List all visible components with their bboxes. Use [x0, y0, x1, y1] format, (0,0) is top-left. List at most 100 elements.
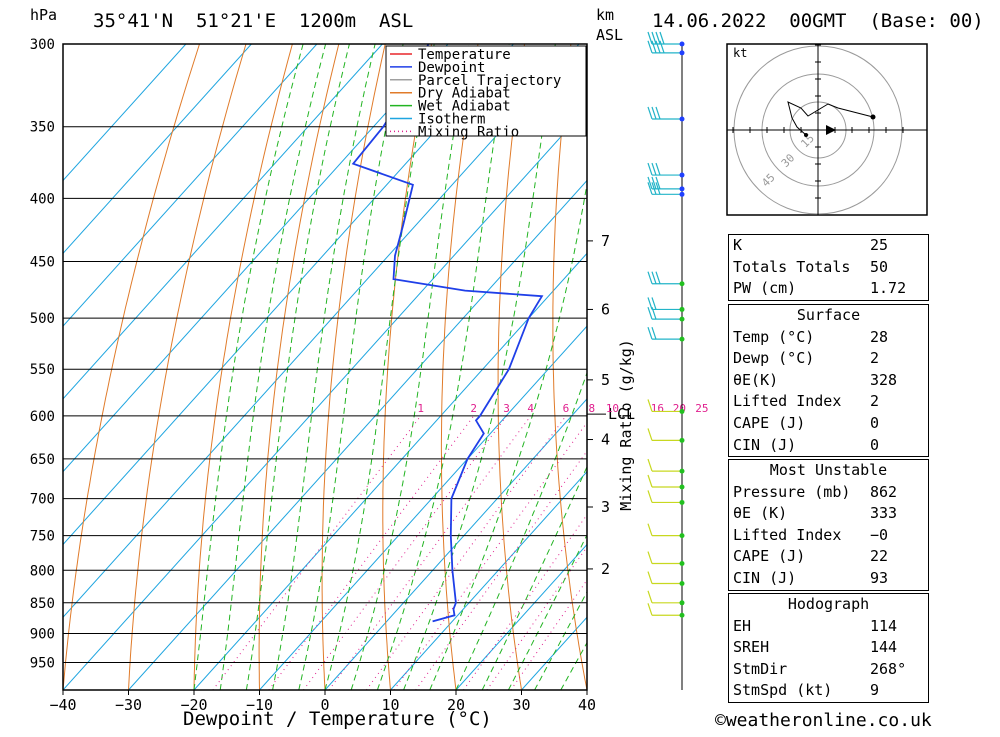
stmdir-label: StmDir	[733, 659, 787, 681]
surface-cin-label: CIN (J)	[733, 435, 796, 457]
x-axis-title: Dewpoint / Temperature (°C)	[183, 708, 492, 730]
pw-row: PW (cm)1.72	[729, 278, 928, 300]
wind-level-dot	[680, 192, 685, 197]
mixing-ratio-label: 8	[589, 402, 596, 415]
wind-level-dot	[680, 116, 685, 121]
most-unstable-table: Most Unstable Pressure (mb)862 θE (K)333…	[728, 459, 929, 591]
height-tick-label: 5	[601, 371, 610, 389]
pressure-tick-label: 850	[30, 596, 55, 612]
most-unstable-title: Most Unstable	[729, 460, 928, 482]
wind-level-dot	[680, 307, 685, 312]
stmdir-value: 268°	[870, 659, 924, 681]
surface-li-label: Lifted Index	[733, 391, 841, 413]
eh-label: EH	[733, 616, 751, 638]
mixing-ratio-label: 3	[503, 402, 510, 415]
pressure-tick-label: 450	[30, 255, 55, 271]
most-unstable-row: CAPE (J)22	[729, 546, 928, 568]
wind-level-dot	[680, 337, 685, 342]
mixing-ratio-label: 25	[695, 402, 708, 415]
surface-temp-label: Temp (°C)	[733, 327, 814, 349]
pressure-tick-label: 600	[30, 409, 55, 425]
surface-cape-value: 0	[870, 413, 924, 435]
pressure-tick-label: 750	[30, 529, 55, 545]
hodograph-table: Hodograph EH 114 SREH 144 StmDir 268° StmSp…	[728, 593, 929, 703]
pressure-tick-label: 950	[30, 655, 55, 671]
totals-totals-label: Totals Totals	[733, 257, 850, 279]
mu-cape-label: CAPE (J)	[733, 546, 805, 568]
wind-level-dot	[680, 438, 685, 443]
wind-level-dot	[680, 613, 685, 618]
totals-totals-row: Totals Totals 50	[729, 257, 928, 279]
mixing-ratio-label: 1	[417, 402, 424, 415]
mu-thetae-label: θE (K)	[733, 503, 787, 525]
hodograph-end-marker	[871, 115, 876, 120]
surface-row: θE(K)328	[729, 370, 928, 392]
surface-cin-value: 0	[870, 435, 924, 457]
hodograph-row: EH 114	[729, 616, 928, 638]
most-unstable-row: CIN (J)93	[729, 568, 928, 590]
mixing-ratio-label: 4	[527, 402, 534, 415]
wind-level-dot	[680, 409, 685, 414]
hodograph-row: StmDir 268°	[729, 659, 928, 681]
hodograph-title: Hodograph	[729, 594, 928, 616]
mu-pressure-label: Pressure (mb)	[733, 482, 850, 504]
wind-level-dot	[680, 469, 685, 474]
pressure-tick-label: 400	[30, 191, 55, 207]
wind-level-dot	[680, 561, 685, 566]
run-time-title: 14.06.2022 00GMT (Base: 00)	[652, 10, 984, 32]
wind-level-dot	[680, 485, 685, 490]
mixing-ratio-axis-title: Mixing Ratio (g/kg)	[617, 339, 635, 511]
surface-li-value: 2	[870, 391, 924, 413]
wind-level-dot	[680, 317, 685, 322]
surface-thetae-label: θE(K)	[733, 370, 778, 392]
totals-totals-value: 50	[870, 257, 924, 279]
stmspd-label: StmSpd (kt)	[733, 680, 832, 702]
temperature-tick-label: 30	[512, 696, 530, 714]
mu-pressure-value: 862	[870, 482, 924, 504]
pressure-tick-label: 650	[30, 452, 55, 468]
height-unit-asl: ASL	[596, 26, 623, 44]
height-tick-label: 3	[601, 498, 610, 516]
wind-level-dot	[680, 50, 685, 55]
pressure-tick-label: 500	[30, 311, 55, 327]
surface-row: CAPE (J)0	[729, 413, 928, 435]
sreh-label: SREH	[733, 637, 769, 659]
surface-dewp-value: 2	[870, 348, 924, 370]
mu-li-label: Lifted Index	[733, 525, 841, 547]
surface-row: Dewp (°C)2	[729, 348, 928, 370]
height-tick-label: 7	[601, 232, 610, 250]
hodograph-row: StmSpd (kt)9	[729, 680, 928, 702]
wind-level-dot	[680, 581, 685, 586]
hodograph-start-marker	[804, 133, 808, 137]
pw-label: PW (cm)	[733, 278, 796, 300]
wind-level-dot	[680, 281, 685, 286]
surface-row: Lifted Index 2	[729, 391, 928, 413]
surface-row: Temp (°C) 28	[729, 327, 928, 349]
pressure-tick-label: 800	[30, 563, 55, 579]
wind-level-dot	[680, 186, 685, 191]
pressure-tick-label: 300	[30, 37, 55, 53]
mu-cin-value: 93	[870, 568, 924, 590]
height-tick-label: 2	[601, 560, 610, 578]
sreh-value: 144	[870, 637, 924, 659]
surface-row: CIN (J) 0	[729, 435, 928, 457]
credit-footer: ©weatheronline.co.uk	[715, 710, 932, 731]
surface-table: Surface Temp (°C)28 Dewp (°C)2 θE(K)328 …	[728, 304, 929, 457]
hodograph-unit-label: kt	[733, 46, 747, 60]
surface-temp-value: 28	[870, 327, 924, 349]
most-unstable-row: Pressure (mb) 862	[729, 482, 928, 504]
pressure-unit-label: hPa	[30, 6, 57, 24]
wind-level-dot	[680, 600, 685, 605]
mixing-ratio-label: 20	[673, 402, 686, 415]
wind-level-dot	[680, 533, 685, 538]
pressure-tick-label: 900	[30, 626, 55, 642]
eh-value: 114	[870, 616, 924, 638]
wind-level-dot	[680, 500, 685, 505]
wind-level-dot	[680, 42, 685, 47]
surface-title: Surface	[729, 305, 928, 327]
pressure-tick-label: 350	[30, 120, 55, 136]
pressure-tick-label: 700	[30, 492, 55, 508]
